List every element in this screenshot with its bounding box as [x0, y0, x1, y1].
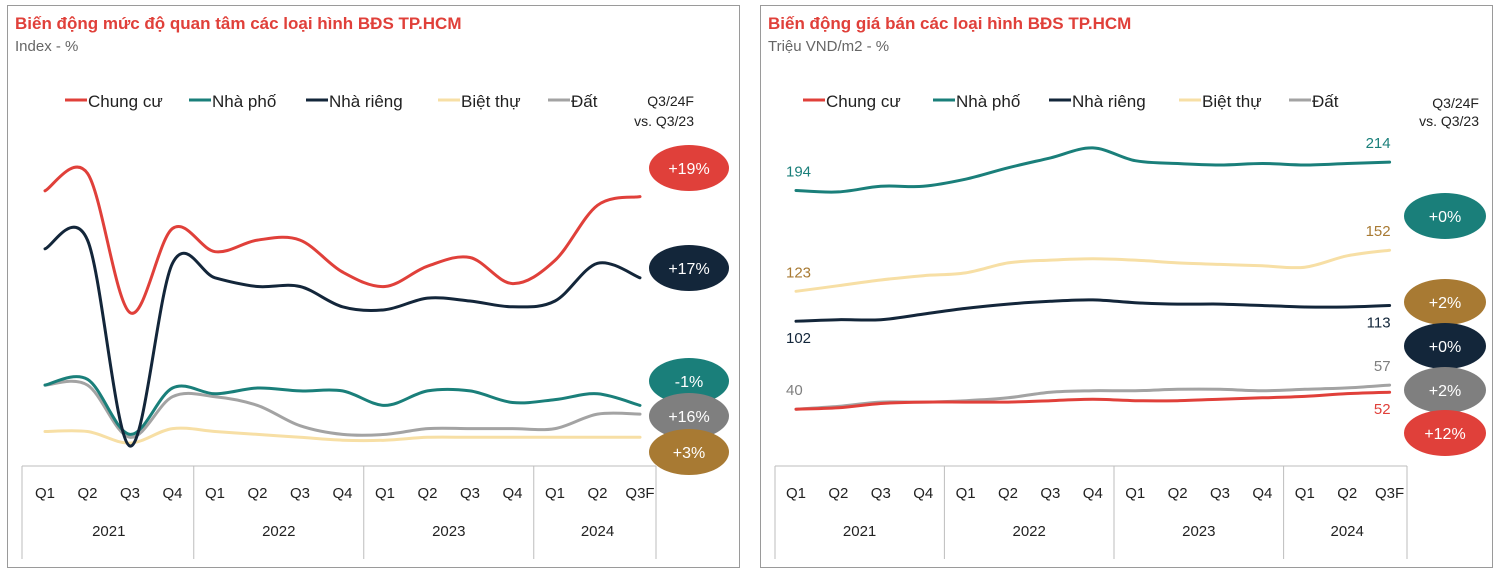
legend-label: Đất — [571, 92, 598, 111]
comparison-label: Q3/24F — [647, 93, 694, 109]
x-tick-label: Q1 — [956, 485, 976, 502]
left-chart-panel: Biến động mức độ quan tâm các loại hình … — [7, 5, 740, 568]
change-badge-label: +16% — [668, 409, 709, 426]
change-badge-label: +0% — [1429, 339, 1461, 356]
change-badge-label: +3% — [673, 445, 705, 462]
x-tick-label: Q4 — [162, 485, 182, 502]
x-tick-label: Q3 — [1040, 485, 1060, 502]
start-value-label: 40 — [786, 382, 803, 399]
series-line-1 — [794, 390, 1392, 411]
change-badge-label: +17% — [668, 261, 709, 278]
change-badge-label: +2% — [1429, 383, 1461, 400]
x-tick-label: Q2 — [828, 485, 848, 502]
x-year-label: 2023 — [1182, 523, 1215, 540]
x-tick-label: Q1 — [1295, 485, 1315, 502]
start-value-label: 194 — [786, 164, 811, 181]
x-year-label: 2024 — [1331, 523, 1364, 540]
x-tick-label: Q3F — [1375, 485, 1404, 502]
x-year-label: 2022 — [262, 523, 295, 540]
series-line-3 — [794, 298, 1392, 323]
legend-label: Nhà phố — [956, 92, 1021, 111]
series-line-4 — [43, 426, 642, 445]
change-badge — [1404, 323, 1486, 369]
series-line-1 — [43, 165, 642, 315]
series-line-3 — [43, 225, 642, 448]
x-tick-label: Q2 — [1337, 485, 1357, 502]
x-tick-label: Q3 — [1210, 485, 1230, 502]
change-badge — [1404, 193, 1486, 239]
series-line-2 — [43, 375, 642, 436]
x-tick-label: Q1 — [375, 485, 395, 502]
comparison-label: Q3/24F — [1432, 95, 1479, 111]
x-tick-label: Q2 — [417, 485, 437, 502]
series-line-2 — [794, 146, 1392, 194]
comparison-label: vs. Q3/23 — [1419, 113, 1479, 129]
x-tick-label: Q1 — [205, 485, 225, 502]
x-tick-label: Q3 — [871, 485, 891, 502]
change-badge — [649, 393, 729, 439]
change-badge-label: +12% — [1424, 426, 1465, 443]
x-tick-label: Q4 — [502, 485, 522, 502]
change-badge — [649, 145, 729, 191]
x-year-label: 2022 — [1013, 523, 1046, 540]
x-tick-label: Q2 — [998, 485, 1018, 502]
change-badge — [649, 358, 729, 404]
end-value-label: 152 — [1366, 223, 1391, 240]
x-tick-label: Q1 — [545, 485, 565, 502]
legend-label: Biệt thự — [1202, 92, 1262, 111]
right-chart-svg: Chung cư Nhà phố Nhà riêng Biệt thự Đất Q3/24… — [774, 92, 1486, 559]
change-badge-label: +0% — [1429, 209, 1461, 226]
change-badge — [1404, 410, 1486, 456]
change-badge — [649, 245, 729, 291]
change-badge — [649, 429, 729, 475]
chart-title: Biến động giá bán các loại hình BĐS TP.H… — [768, 14, 1132, 33]
legend-label: Nhà riêng — [1072, 92, 1146, 111]
right-chart-panel: Biến động giá bán các loại hình BĐS TP.H… — [760, 5, 1493, 568]
x-tick-label: Q1 — [1125, 485, 1145, 502]
x-tick-label: Q4 — [1252, 485, 1272, 502]
legend-label: Chung cư — [826, 92, 901, 111]
end-value-label: 214 — [1366, 135, 1391, 152]
x-year-label: 2023 — [432, 523, 465, 540]
change-badge-label: +2% — [1429, 295, 1461, 312]
change-badge-label: +19% — [668, 161, 709, 178]
x-tick-label: Q4 — [332, 485, 352, 502]
legend-label: Nhà phố — [212, 92, 277, 111]
x-tick-label: Q2 — [247, 485, 267, 502]
end-value-label: 57 — [1374, 358, 1391, 375]
chart-subtitle: Index - % — [15, 38, 79, 55]
change-badge — [1404, 279, 1486, 325]
legend-label: Chung cư — [88, 92, 163, 111]
x-year-label: 2021 — [843, 523, 876, 540]
change-badge-label: -1% — [675, 374, 703, 391]
x-tick-label: Q2 — [77, 485, 97, 502]
x-tick-label: Q4 — [1083, 485, 1103, 502]
x-tick-label: Q2 — [1168, 485, 1188, 502]
left-chart-svg: Chung cư Nhà phố Nhà riêng Biệt thự Đất Q3/24… — [21, 92, 729, 559]
x-year-label: 2024 — [581, 523, 614, 540]
change-badge — [1404, 367, 1486, 413]
chart-title: Biến động mức độ quan tâm các loại hình … — [15, 14, 462, 33]
x-tick-label: Q3 — [290, 485, 310, 502]
start-value-label: 123 — [786, 264, 811, 281]
chart-subtitle: Triệu VND/m2 - % — [768, 38, 890, 55]
comparison-label: vs. Q3/23 — [634, 113, 694, 129]
x-tick-label: Q1 — [35, 485, 55, 502]
series-line-4 — [794, 248, 1392, 293]
end-value-label: 113 — [1367, 315, 1391, 332]
legend-label: Đất — [1312, 92, 1339, 111]
x-tick-label: Q3 — [460, 485, 480, 502]
start-value-label: 102 — [786, 330, 811, 347]
x-tick-label: Q2 — [587, 485, 607, 502]
x-tick-label: Q3F — [625, 485, 654, 502]
x-tick-label: Q3 — [120, 485, 140, 502]
x-tick-label: Q4 — [913, 485, 933, 502]
x-year-label: 2021 — [92, 523, 125, 540]
legend-label: Biệt thự — [461, 92, 521, 111]
legend-label: Nhà riêng — [329, 92, 403, 111]
x-tick-label: Q1 — [786, 485, 806, 502]
end-value-label: 52 — [1374, 401, 1391, 418]
